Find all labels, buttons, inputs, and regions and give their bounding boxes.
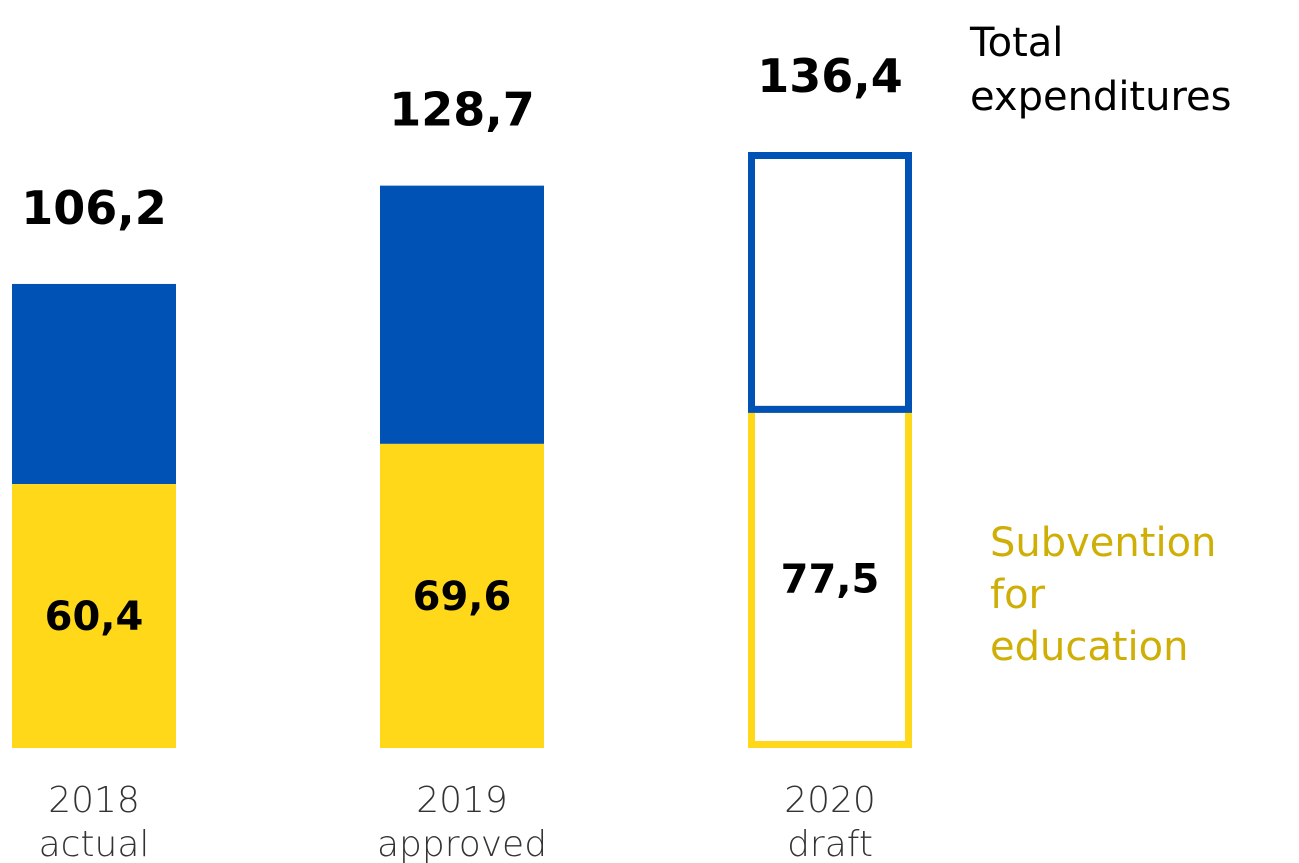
bar-total-2019 [380, 185, 544, 444]
legend-subvention-line-2: for [990, 572, 1046, 618]
legend-total-line-1: Total [969, 20, 1063, 66]
category-status-label-2020: draft [787, 824, 873, 863]
total-value-label-2019: 128,7 [389, 83, 535, 137]
bar-total-2018 [12, 283, 176, 485]
legend: Total expenditures Subvention for educat… [969, 20, 1231, 670]
bar-subvention-2019 [380, 443, 544, 748]
bars-group [12, 152, 912, 748]
legend-subvention-line-3: education [990, 624, 1188, 670]
legend-subvention-line-1: Subvention [990, 520, 1216, 566]
category-status-label-2018: actual [39, 824, 150, 863]
category-year-label-2019: 2019 [416, 780, 508, 821]
total-value-label-2020: 136,4 [757, 49, 903, 103]
subvention-value-label-2019: 69,6 [413, 574, 512, 620]
category-year-label-2018: 2018 [48, 780, 140, 821]
category-status-label-2019: approved [377, 824, 547, 863]
total-value-label-2018: 106,2 [21, 181, 167, 235]
subvention-value-label-2020: 77,5 [781, 557, 880, 603]
category-year-label-2020: 2020 [784, 780, 876, 821]
subvention-value-label-2018: 60,4 [45, 594, 144, 640]
bar-subvention-2018 [12, 484, 176, 748]
legend-total-line-2: expenditures [970, 74, 1231, 120]
bar-total-2020 [748, 152, 912, 413]
